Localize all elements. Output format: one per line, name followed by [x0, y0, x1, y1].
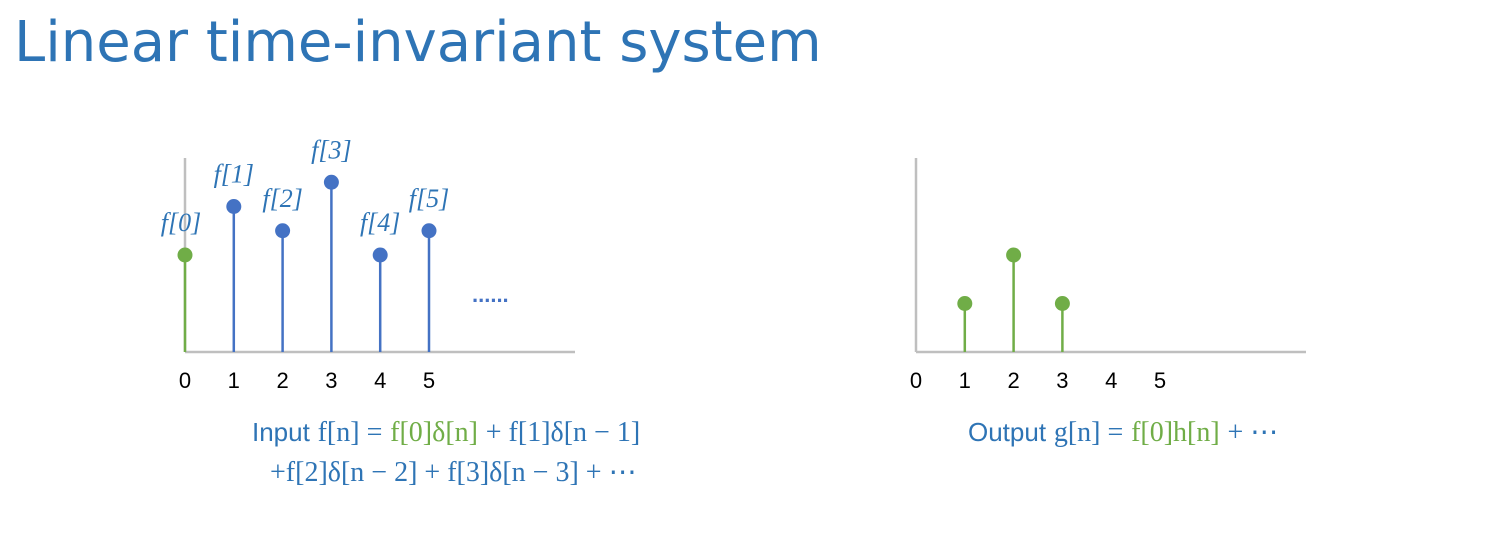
input-equation-line1-rest: + f[1]δ[n − 1] [485, 417, 641, 448]
input-tick-label-0: 0 [179, 368, 191, 393]
input-tick-label-2: 2 [276, 368, 288, 393]
output-stem-marker-2 [1006, 247, 1022, 263]
input-stem-label-2: f[2] [262, 184, 302, 213]
input-stem-label-5: f[5] [409, 184, 449, 213]
output-equation-first-term: f[0]h[n] [1131, 417, 1220, 448]
output-stem-plot: 0 1 2 3 4 5 [910, 158, 1306, 393]
input-stem-marker-3 [323, 174, 339, 190]
input-stem-label-4: f[4] [360, 208, 400, 237]
output-tick-label-3: 3 [1056, 368, 1068, 393]
input-stem-label-1: f[1] [214, 160, 254, 189]
input-stem-marker-1 [226, 199, 242, 214]
output-stem-marker-1 [957, 296, 973, 311]
output-tick-label-0: 0 [910, 368, 922, 393]
input-equation-lhs: f[n] = [317, 417, 383, 448]
output-tick-label-2: 2 [1007, 368, 1019, 393]
output-equation-rest: + ⋯ [1227, 417, 1279, 448]
output-tick-label-5: 5 [1154, 368, 1166, 393]
slide-title: Linear time-invariant system [14, 10, 822, 75]
input-tick-label-1: 1 [228, 368, 240, 393]
input-stem-label-3: f[3] [311, 135, 351, 164]
input-equation-first-term: f[0]δ[n] [390, 417, 478, 448]
output-tick-label-4: 4 [1105, 368, 1117, 393]
input-equation-word: Input [252, 417, 310, 447]
input-tick-label-5: 5 [423, 368, 435, 393]
output-tick-label-1: 1 [959, 368, 971, 393]
input-stem-marker-2 [275, 223, 291, 239]
input-equation-line2: +f[2]δ[n − 2] + f[3]δ[n − 3] + ⋯ [270, 457, 637, 488]
input-tick-label-4: 4 [374, 368, 386, 393]
input-tick-label-3: 3 [325, 368, 337, 393]
output-equation-lhs: g[n] = [1053, 417, 1124, 448]
input-continuation: ...... [472, 282, 509, 307]
input-stem-marker-4 [372, 247, 388, 263]
output-stem-marker-3 [1054, 296, 1070, 311]
input-equation-line-2: +f[2]δ[n − 2] + f[3]δ[n − 3] + ⋯ [270, 454, 637, 491]
output-equation-word: Output [968, 417, 1047, 447]
input-stem-marker-0 [177, 247, 193, 263]
output-equation: Output g[n] = f[0]h[n] + ⋯ [968, 414, 1278, 451]
input-equation-line-1: Input f[n] = f[0]δ[n] + f[1]δ[n − 1] [252, 414, 640, 451]
input-stem-plot: 0 1 2 3 4 5 f[0] f[1] f[2] f[3] f[4] f[5]...... [161, 135, 575, 393]
input-stem-label-0: f[0] [161, 208, 201, 237]
input-stem-marker-5 [421, 223, 437, 239]
